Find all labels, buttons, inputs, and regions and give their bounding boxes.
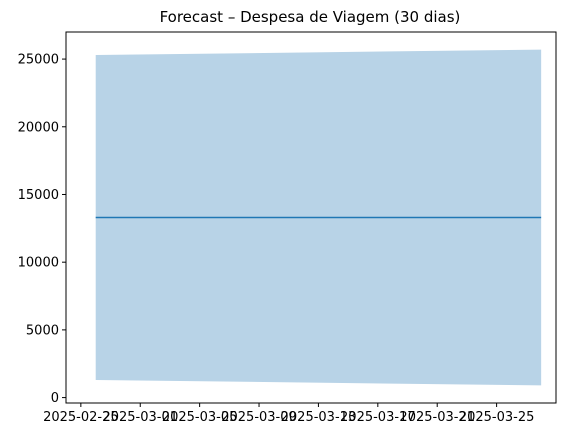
x-tick-label: 2025-03-01 — [102, 410, 178, 425]
y-tick-label: 15000 — [18, 188, 59, 203]
x-tick-label: 2025-03-21 — [399, 410, 475, 425]
y-tick-label: 25000 — [18, 53, 59, 68]
y-tick-label: 20000 — [18, 120, 59, 135]
x-tick-label: 2025-03-13 — [281, 410, 357, 425]
x-tick-label: 2025-03-25 — [459, 410, 535, 425]
y-axis: 0 5000 10000 15000 20000 25000 — [18, 53, 66, 406]
plot-frame — [65, 31, 557, 404]
x-tick-label: 2025-03-09 — [221, 410, 297, 425]
x-axis: 2025-02-252025-03-012025-03-052025-03-09… — [43, 403, 534, 425]
x-tick-label: 2025-03-05 — [162, 410, 238, 425]
chart-title: Forecast – Despesa de Viagem (30 dias) — [160, 8, 461, 26]
y-tick-label: 10000 — [18, 256, 59, 271]
x-tick-label: 2025-02-25 — [43, 410, 119, 425]
y-tick-label: 5000 — [26, 323, 59, 338]
x-tick-label: 2025-03-17 — [340, 410, 416, 425]
y-tick-label: 0 — [51, 391, 59, 406]
